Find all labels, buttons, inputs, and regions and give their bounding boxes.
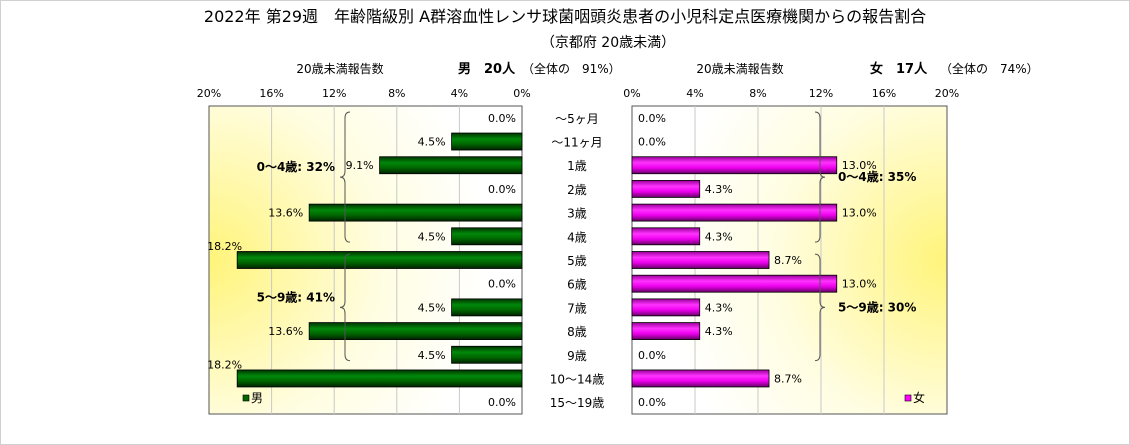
bar-女 <box>631 322 701 340</box>
data-label: 0.0% <box>638 349 666 362</box>
bar-男 <box>451 298 523 317</box>
data-label: 18.2% <box>207 240 242 253</box>
legend-label: 男 <box>251 391 263 405</box>
brace <box>814 111 826 243</box>
bar-男 <box>236 251 523 269</box>
bar-男 <box>451 132 523 151</box>
data-label: 8.7% <box>774 372 802 385</box>
category-label: ～5ヶ月 <box>555 112 599 126</box>
brace <box>339 253 351 362</box>
bar-男 <box>379 156 523 175</box>
data-label: 0.0% <box>488 396 516 409</box>
category-label: 4歳 <box>567 230 587 244</box>
header-count: 男 20人 <box>458 61 516 77</box>
category-label: 9歳 <box>567 349 587 363</box>
bar-男 <box>451 227 523 246</box>
data-label: 8.7% <box>774 254 802 267</box>
x-tick-label: 8% <box>388 87 405 100</box>
brace <box>339 111 351 243</box>
category-label: 8歳 <box>567 325 587 339</box>
category-label: 7歳 <box>567 301 587 315</box>
header-share: （全体の 91%） <box>522 61 621 76</box>
bar-男 <box>308 322 523 340</box>
data-label: 4.3% <box>705 325 733 338</box>
data-label: 13.0% <box>842 278 877 291</box>
header-label: 20歳未満報告数 <box>296 61 383 76</box>
bar-女 <box>631 369 770 388</box>
brace <box>814 253 826 362</box>
x-tick-label: 12% <box>322 87 346 100</box>
bar-女 <box>631 251 770 269</box>
bar-女 <box>631 298 701 317</box>
data-label: 0.0% <box>638 136 666 149</box>
group-annotation: 5～9歳: 30% <box>838 299 916 314</box>
bar-女 <box>631 227 701 246</box>
data-label: 13.0% <box>842 159 877 172</box>
data-label: 4.3% <box>705 183 733 196</box>
data-label: 0.0% <box>488 112 516 125</box>
data-label: 4.5% <box>418 136 446 149</box>
data-label: 9.1% <box>346 159 374 172</box>
data-label: 4.3% <box>705 301 733 314</box>
category-label: 6歳 <box>567 278 587 292</box>
x-tick-label: 4% <box>686 87 703 100</box>
category-label: ～11ヶ月 <box>551 136 602 150</box>
data-label: 18.2% <box>207 358 242 371</box>
bar-女 <box>631 274 838 293</box>
bar-女 <box>631 156 838 175</box>
bar-女 <box>631 203 838 222</box>
header-count: 女 17人 <box>870 61 928 77</box>
bar-男 <box>451 345 523 364</box>
category-label: 15～19歳 <box>550 396 605 410</box>
x-tick-label: 0% <box>513 87 530 100</box>
x-tick-label: 20% <box>197 87 221 100</box>
data-label: 0.0% <box>638 396 666 409</box>
category-label: 2歳 <box>567 183 587 197</box>
header-label: 20歳未満報告数 <box>696 61 783 76</box>
legend-label: 女 <box>913 390 925 405</box>
x-tick-label: 12% <box>809 87 833 100</box>
x-tick-label: 4% <box>451 87 468 100</box>
header-share: （全体の 74%） <box>940 61 1039 76</box>
x-tick-label: 16% <box>259 87 283 100</box>
data-label: 0.0% <box>488 278 516 291</box>
x-tick-label: 16% <box>872 87 896 100</box>
data-label: 13.6% <box>268 207 303 220</box>
category-label: 3歳 <box>567 207 587 221</box>
category-label: 1歳 <box>567 159 587 173</box>
chart-title: 2022年 第29週 年齢階級別 A群溶血性レンサ球菌咽頭炎患者の小児科定点医療… <box>204 7 926 26</box>
x-tick-label: 20% <box>935 87 959 100</box>
data-label: 4.5% <box>418 301 446 314</box>
bar-男 <box>236 369 523 388</box>
x-tick-label: 0% <box>623 87 640 100</box>
legend-swatch <box>904 394 912 402</box>
legend-swatch <box>242 394 250 402</box>
group-annotation: 5～9歳: 41% <box>257 289 335 304</box>
category-label: 10～14歳 <box>550 372 605 386</box>
bar-男 <box>308 203 523 222</box>
group-annotation: 0～4歳: 35% <box>838 169 916 184</box>
data-label: 13.6% <box>268 325 303 338</box>
data-label: 13.0% <box>842 207 877 220</box>
group-annotation: 0～4歳: 32% <box>257 159 335 174</box>
data-label: 4.5% <box>418 230 446 243</box>
x-tick-label: 8% <box>749 87 766 100</box>
data-label: 4.3% <box>705 230 733 243</box>
data-label: 0.0% <box>638 112 666 125</box>
data-label: 0.0% <box>488 183 516 196</box>
category-label: 5歳 <box>567 254 587 268</box>
bar-女 <box>631 180 701 198</box>
data-label: 4.5% <box>418 349 446 362</box>
chart-subtitle: （京都府 20歳未満） <box>541 35 675 51</box>
